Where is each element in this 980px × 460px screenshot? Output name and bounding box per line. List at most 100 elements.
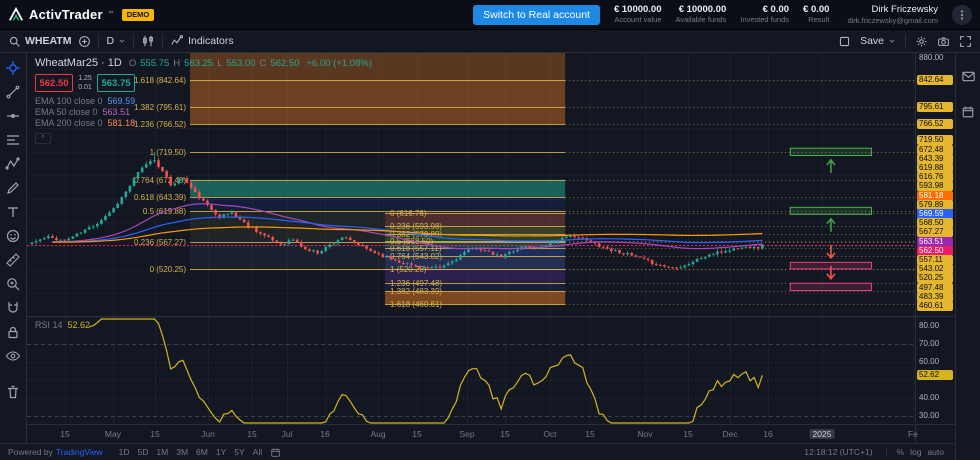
messages-panel-button[interactable] <box>959 67 977 85</box>
time-axis-label: 15 <box>247 429 257 439</box>
user-menu[interactable]: Dirk Friczewsky dirk.friczewsky@gmail.co… <box>847 4 938 24</box>
sell-button[interactable]: 562.50 <box>35 74 73 92</box>
hide-drawings-tool[interactable] <box>4 347 22 365</box>
user-name: Dirk Friczewsky <box>871 4 939 16</box>
indicators-label: Indicators <box>188 35 234 47</box>
switch-to-real-button[interactable]: Switch to Real account <box>473 4 600 25</box>
text-icon <box>8 207 18 217</box>
remove-drawings-tool[interactable] <box>4 383 22 401</box>
price-axis-label: 766.52 <box>917 119 953 130</box>
save-layout-button[interactable]: Save <box>860 35 896 47</box>
apps-menu-button[interactable] <box>952 4 972 25</box>
time-axis-label: 15 <box>683 429 693 439</box>
compare-add-button[interactable] <box>78 35 91 48</box>
range-button-1d[interactable]: 1D <box>118 447 130 457</box>
chart-type-button[interactable] <box>141 34 155 48</box>
stat-invested-funds: € 0.00 Invested funds <box>740 3 790 25</box>
scale-button-log[interactable]: log <box>910 447 922 457</box>
price-axis-label: 483.39 <box>917 291 953 302</box>
buy-button[interactable]: 563.75 <box>97 74 135 92</box>
time-axis-label: Fe <box>907 429 918 439</box>
time-axis-label: 16 <box>320 429 330 439</box>
snapshot-button[interactable] <box>937 35 950 48</box>
stat-value: € 0.00 <box>762 3 790 15</box>
ema-100-row: EMA 100 close 0 569.59 <box>35 96 135 106</box>
eye-icon <box>5 351 21 361</box>
calendar-icon <box>271 447 280 457</box>
stat-label: Account value <box>614 14 662 24</box>
range-button-1y[interactable]: 1Y <box>215 447 227 457</box>
scale-buttons: % log auto <box>894 447 947 457</box>
time-axis-label: Nov <box>637 429 653 439</box>
stat-label: Result <box>808 14 830 24</box>
trend-line-icon <box>6 85 20 99</box>
fib-retracement-tool[interactable] <box>4 131 22 149</box>
trend-line-tool[interactable] <box>4 83 22 101</box>
layout-button[interactable] <box>838 35 851 48</box>
price-axis-label: 567.27 <box>917 227 953 238</box>
stat-result: € 0.00 Result <box>803 4 830 25</box>
drawing-tools-sidebar <box>0 53 27 443</box>
ema-50-label: EMA 50 close 0 <box>35 107 98 118</box>
chart-settings-button[interactable] <box>915 35 928 48</box>
ema-200-row: EMA 200 close 0 581.18 <box>35 118 135 128</box>
crosshair-tool[interactable] <box>4 59 22 77</box>
range-button-6m[interactable]: 6M <box>196 447 208 457</box>
stat-account-value: € 10000.00 Account value <box>614 4 662 25</box>
lock-drawings-tool[interactable] <box>4 323 22 341</box>
collapse-legend-button[interactable]: ^ <box>35 133 51 145</box>
interval-selector[interactable]: D <box>106 35 126 47</box>
calendar-panel-button[interactable] <box>959 103 977 121</box>
range-button-1m[interactable]: 1M <box>156 447 169 457</box>
price-axis-label: 579.89 <box>917 199 953 210</box>
price-chart-canvas[interactable] <box>27 53 955 443</box>
chevron-down-icon <box>889 39 895 43</box>
ema-100-label: EMA 100 close 0 <box>35 96 103 107</box>
ohlc-key: H <box>173 58 181 69</box>
xabcd-pattern-icon <box>5 157 20 170</box>
zoom-in-icon <box>7 278 20 291</box>
fullscreen-button[interactable] <box>959 35 972 48</box>
price-axis-label: 880.00 <box>919 52 944 62</box>
chart-toolbar: WHEATM D Indicators Save <box>0 30 980 53</box>
scale-button-%[interactable]: % <box>896 447 905 457</box>
pattern-tool[interactable] <box>4 155 22 173</box>
ohlc-value: 555.75 <box>140 58 170 69</box>
measure-tool[interactable] <box>4 251 22 269</box>
range-button-5y[interactable]: 5Y <box>234 447 245 457</box>
range-button-5d[interactable]: 5D <box>137 447 149 457</box>
quote-panel: 562.50 1.25 0.01 563.75 <box>35 74 135 92</box>
time-axis-label: 15 <box>412 429 422 439</box>
fib-retracement-icon <box>7 135 19 145</box>
gear-icon <box>916 36 927 46</box>
crosshair-icon <box>6 61 20 75</box>
horizontal-line-tool[interactable] <box>4 107 22 125</box>
text-tool[interactable] <box>4 203 22 221</box>
layout-square-icon <box>839 36 850 46</box>
go-to-date-button[interactable] <box>270 447 281 458</box>
range-button-3m[interactable]: 3M <box>176 447 189 457</box>
brand: ActivTrader ™ DEMO <box>8 6 155 23</box>
expand-icon <box>960 35 971 47</box>
tradingview-link[interactable]: TradingView <box>55 447 103 457</box>
price-axis-label: 795.61 <box>917 102 953 113</box>
spread-value: 1.25 <box>78 75 92 82</box>
indicators-button[interactable]: Indicators <box>170 34 234 48</box>
scale-button-auto[interactable]: auto <box>927 447 944 457</box>
activtrader-logo-icon <box>8 6 24 21</box>
ohlc-key: C <box>259 58 267 69</box>
price-axis-label: 557.11 <box>917 255 953 265</box>
mail-icon <box>961 71 975 81</box>
time-axis-label: 15 <box>500 429 510 439</box>
emoji-tool[interactable] <box>4 227 22 245</box>
symbol-search[interactable]: WHEATM <box>8 35 71 48</box>
price-axis-label: 562.50 <box>917 245 953 256</box>
zoom-tool[interactable] <box>4 275 22 293</box>
magnet-tool[interactable] <box>4 299 22 317</box>
pip-value: 0.01 <box>78 84 92 92</box>
price-axis-label: 563.51 <box>917 236 953 247</box>
range-button-all[interactable]: All <box>252 447 263 457</box>
brush-tool[interactable] <box>4 179 22 197</box>
symbol-title: WheatMar25 · 1D <box>35 57 122 69</box>
